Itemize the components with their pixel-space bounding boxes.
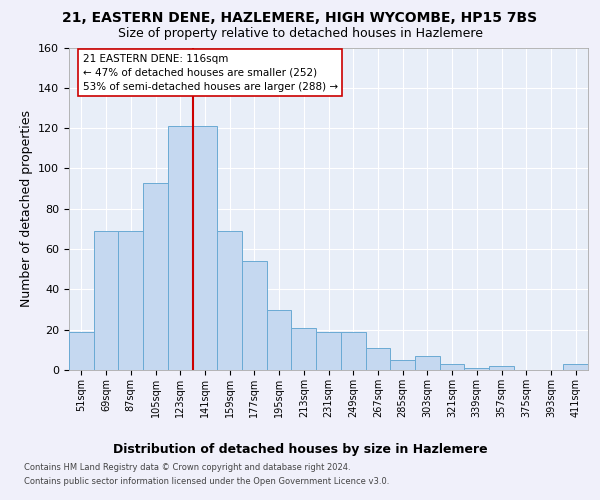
- Y-axis label: Number of detached properties: Number of detached properties: [20, 110, 32, 307]
- Bar: [390, 360, 415, 370]
- Bar: [464, 368, 489, 370]
- Bar: [168, 126, 193, 370]
- Text: Size of property relative to detached houses in Hazlemere: Size of property relative to detached ho…: [118, 28, 482, 40]
- Bar: [316, 332, 341, 370]
- Bar: [118, 231, 143, 370]
- Bar: [292, 328, 316, 370]
- Bar: [143, 182, 168, 370]
- Bar: [440, 364, 464, 370]
- Text: 21 EASTERN DENE: 116sqm
← 47% of detached houses are smaller (252)
53% of semi-d: 21 EASTERN DENE: 116sqm ← 47% of detache…: [83, 54, 338, 92]
- Bar: [267, 310, 292, 370]
- Bar: [365, 348, 390, 370]
- Bar: [563, 364, 588, 370]
- Text: Distribution of detached houses by size in Hazlemere: Distribution of detached houses by size …: [113, 442, 487, 456]
- Bar: [94, 231, 118, 370]
- Text: Contains public sector information licensed under the Open Government Licence v3: Contains public sector information licen…: [24, 477, 389, 486]
- Bar: [489, 366, 514, 370]
- Bar: [415, 356, 440, 370]
- Bar: [69, 332, 94, 370]
- Text: Contains HM Land Registry data © Crown copyright and database right 2024.: Contains HM Land Registry data © Crown c…: [24, 464, 350, 472]
- Bar: [193, 126, 217, 370]
- Bar: [217, 231, 242, 370]
- Text: 21, EASTERN DENE, HAZLEMERE, HIGH WYCOMBE, HP15 7BS: 21, EASTERN DENE, HAZLEMERE, HIGH WYCOMB…: [62, 11, 538, 25]
- Bar: [341, 332, 365, 370]
- Bar: [242, 261, 267, 370]
